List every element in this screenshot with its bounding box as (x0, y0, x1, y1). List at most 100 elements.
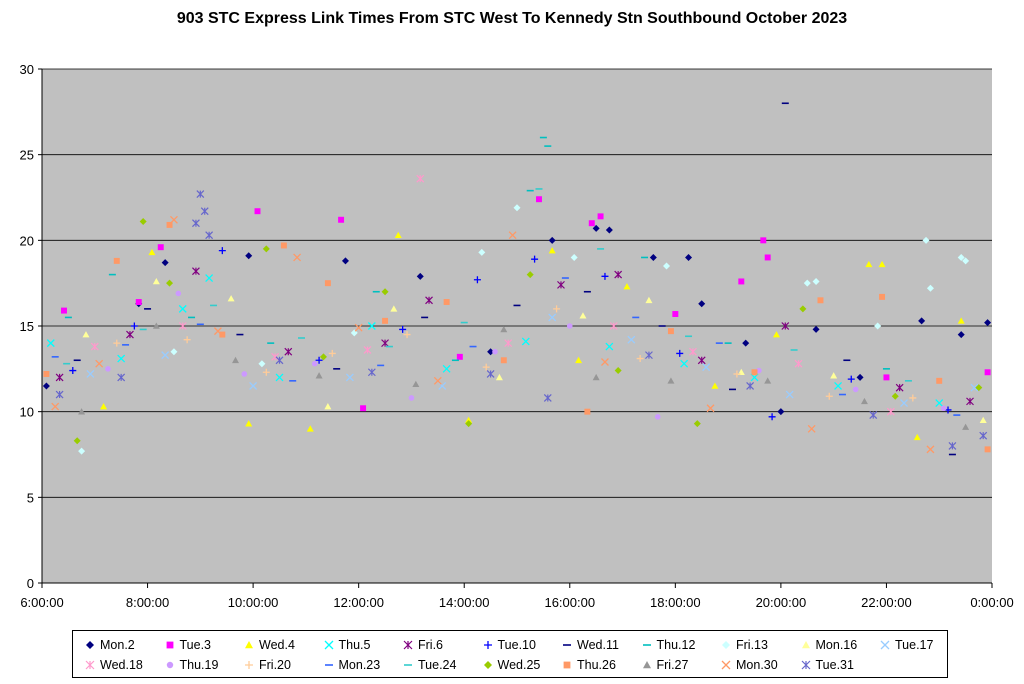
data-point (834, 382, 843, 390)
data-point (869, 411, 878, 420)
legend-marker-icon (166, 641, 173, 649)
data-point (113, 257, 120, 264)
data-point (711, 382, 719, 389)
legend-item: Mon.16 (799, 636, 858, 654)
data-point (605, 342, 614, 351)
data-point (341, 257, 349, 265)
data-point (895, 383, 904, 392)
data-point (227, 295, 235, 302)
data-point (412, 380, 420, 388)
legend-item: Fri.13 (719, 636, 768, 654)
data-point (433, 376, 442, 385)
x-tick-label: 18:00:00 (650, 595, 701, 610)
data-point (293, 253, 302, 262)
data-point (315, 372, 323, 379)
gridlines (42, 68, 992, 498)
series-fri-27 (78, 322, 970, 430)
data-point (456, 353, 463, 360)
data-point (672, 311, 679, 317)
data-point (328, 349, 336, 357)
data-point (100, 403, 108, 410)
legend-marker-icon (403, 640, 413, 650)
legend-item: Fri.27 (640, 656, 689, 674)
data-point (794, 359, 803, 368)
data-point (689, 347, 697, 356)
data-point (196, 190, 205, 198)
legend-marker (86, 641, 94, 649)
legend-marker (166, 641, 173, 649)
data-point (117, 373, 126, 382)
data-point (192, 219, 200, 228)
data-point (473, 276, 481, 284)
data-point (408, 395, 415, 401)
data-point (584, 408, 591, 415)
series-mon-30 (51, 215, 935, 454)
legend-marker-icon (324, 664, 333, 666)
legend-item: Thu.12 (640, 636, 695, 654)
legend-item: Wed.18 (83, 656, 143, 674)
data-point (157, 244, 164, 251)
data-point (249, 382, 258, 390)
data-point (394, 231, 402, 238)
legend-marker-icon (642, 661, 651, 669)
series-tue-3 (61, 196, 991, 412)
data-point (178, 322, 187, 330)
legend-label: Fri.27 (656, 658, 689, 672)
data-point (685, 253, 693, 261)
data-point (609, 322, 618, 330)
x-tick-label: 16:00:00 (544, 595, 595, 610)
legend-label: Mon.16 (815, 638, 858, 652)
data-point (768, 413, 776, 421)
data-point (847, 375, 855, 383)
legend-marker (403, 640, 413, 650)
legend-item: Tue.3 (163, 636, 211, 654)
legend-marker-icon (483, 661, 492, 669)
data-point (984, 369, 991, 376)
data-point (886, 407, 895, 416)
legend-marker-icon (324, 640, 333, 650)
data-point (403, 331, 411, 339)
data-point (425, 296, 433, 305)
data-point (73, 437, 81, 445)
legend-marker (642, 661, 651, 669)
data-point (324, 280, 331, 287)
data-point (492, 348, 498, 355)
data-point (803, 279, 811, 287)
y-tick-label: 30 (20, 62, 34, 77)
data-point (90, 342, 99, 351)
data-point (284, 347, 293, 356)
data-point (175, 290, 182, 297)
legend-marker-icon (642, 644, 651, 646)
data-point (345, 373, 354, 382)
series-wed-25 (73, 217, 983, 445)
data-point (495, 373, 503, 381)
series-tue-31 (55, 190, 988, 450)
series-mon-2 (42, 224, 992, 416)
data-point (645, 351, 653, 360)
series-fri-13 (78, 204, 970, 455)
series-wed-11 (73, 102, 956, 456)
data-point (338, 216, 345, 223)
data-point (623, 283, 631, 290)
data-point (513, 204, 521, 212)
x-tick-label: 8:00:00 (126, 595, 169, 610)
data-point (825, 392, 833, 400)
data-point (399, 325, 407, 333)
legend-marker (563, 661, 571, 669)
data-point (817, 297, 824, 304)
data-point (706, 404, 715, 413)
data-point (592, 224, 600, 232)
legend-marker-icon (563, 644, 571, 646)
series-tue-17 (86, 313, 979, 408)
data-point (984, 446, 991, 453)
data-point (852, 386, 859, 393)
legend-label: Mon.2 (100, 638, 135, 652)
data-point (543, 394, 552, 402)
data-point (751, 369, 758, 376)
legend-marker-icon (245, 641, 253, 649)
data-point (354, 323, 363, 332)
data-point (918, 317, 926, 325)
data-point (860, 397, 868, 405)
data-point (43, 370, 50, 377)
data-point (649, 253, 657, 261)
